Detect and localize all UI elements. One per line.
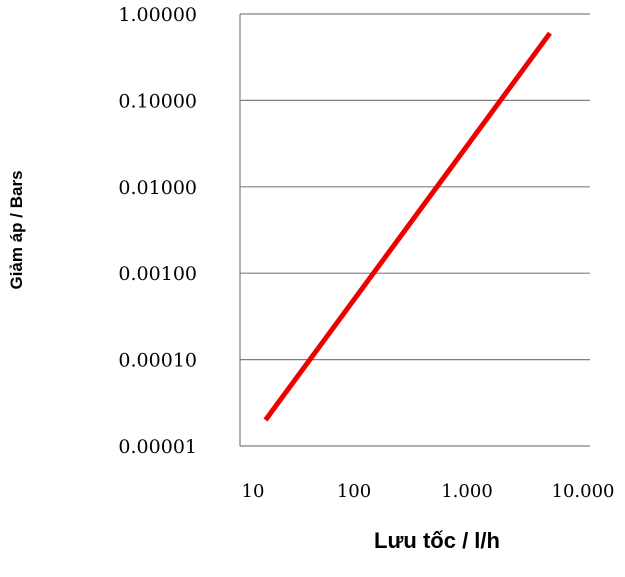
y-axis-label: Giảm áp / Bars [7,170,26,289]
x-tick-label-0: 10 [242,481,265,502]
y-tick-label-4: 0.00010 [118,350,197,372]
y-tick-label-3: 0.00100 [118,263,197,285]
y-tick-label-1: 0.10000 [118,90,197,112]
series-lines [263,31,552,422]
x-tick-label-2: 1.000 [441,481,493,502]
series-line-0 [263,31,552,422]
y-tick-label-2: 0.01000 [118,177,197,199]
x-tick-label-1: 100 [337,481,371,502]
y-tick-labels: 1.00000 0.10000 0.01000 0.00100 0.00010 0.000… [118,4,197,458]
x-axis-label: Lưu tốc / l/h [374,528,500,553]
grid-lines [240,13,590,447]
y-tick-label-0: 1.00000 [118,4,197,26]
x-tick-labels: 10 100 1.000 10.000 [242,481,615,502]
x-tick-label-3: 10.000 [552,481,615,502]
y-tick-label-5: 0.00001 [118,436,197,458]
